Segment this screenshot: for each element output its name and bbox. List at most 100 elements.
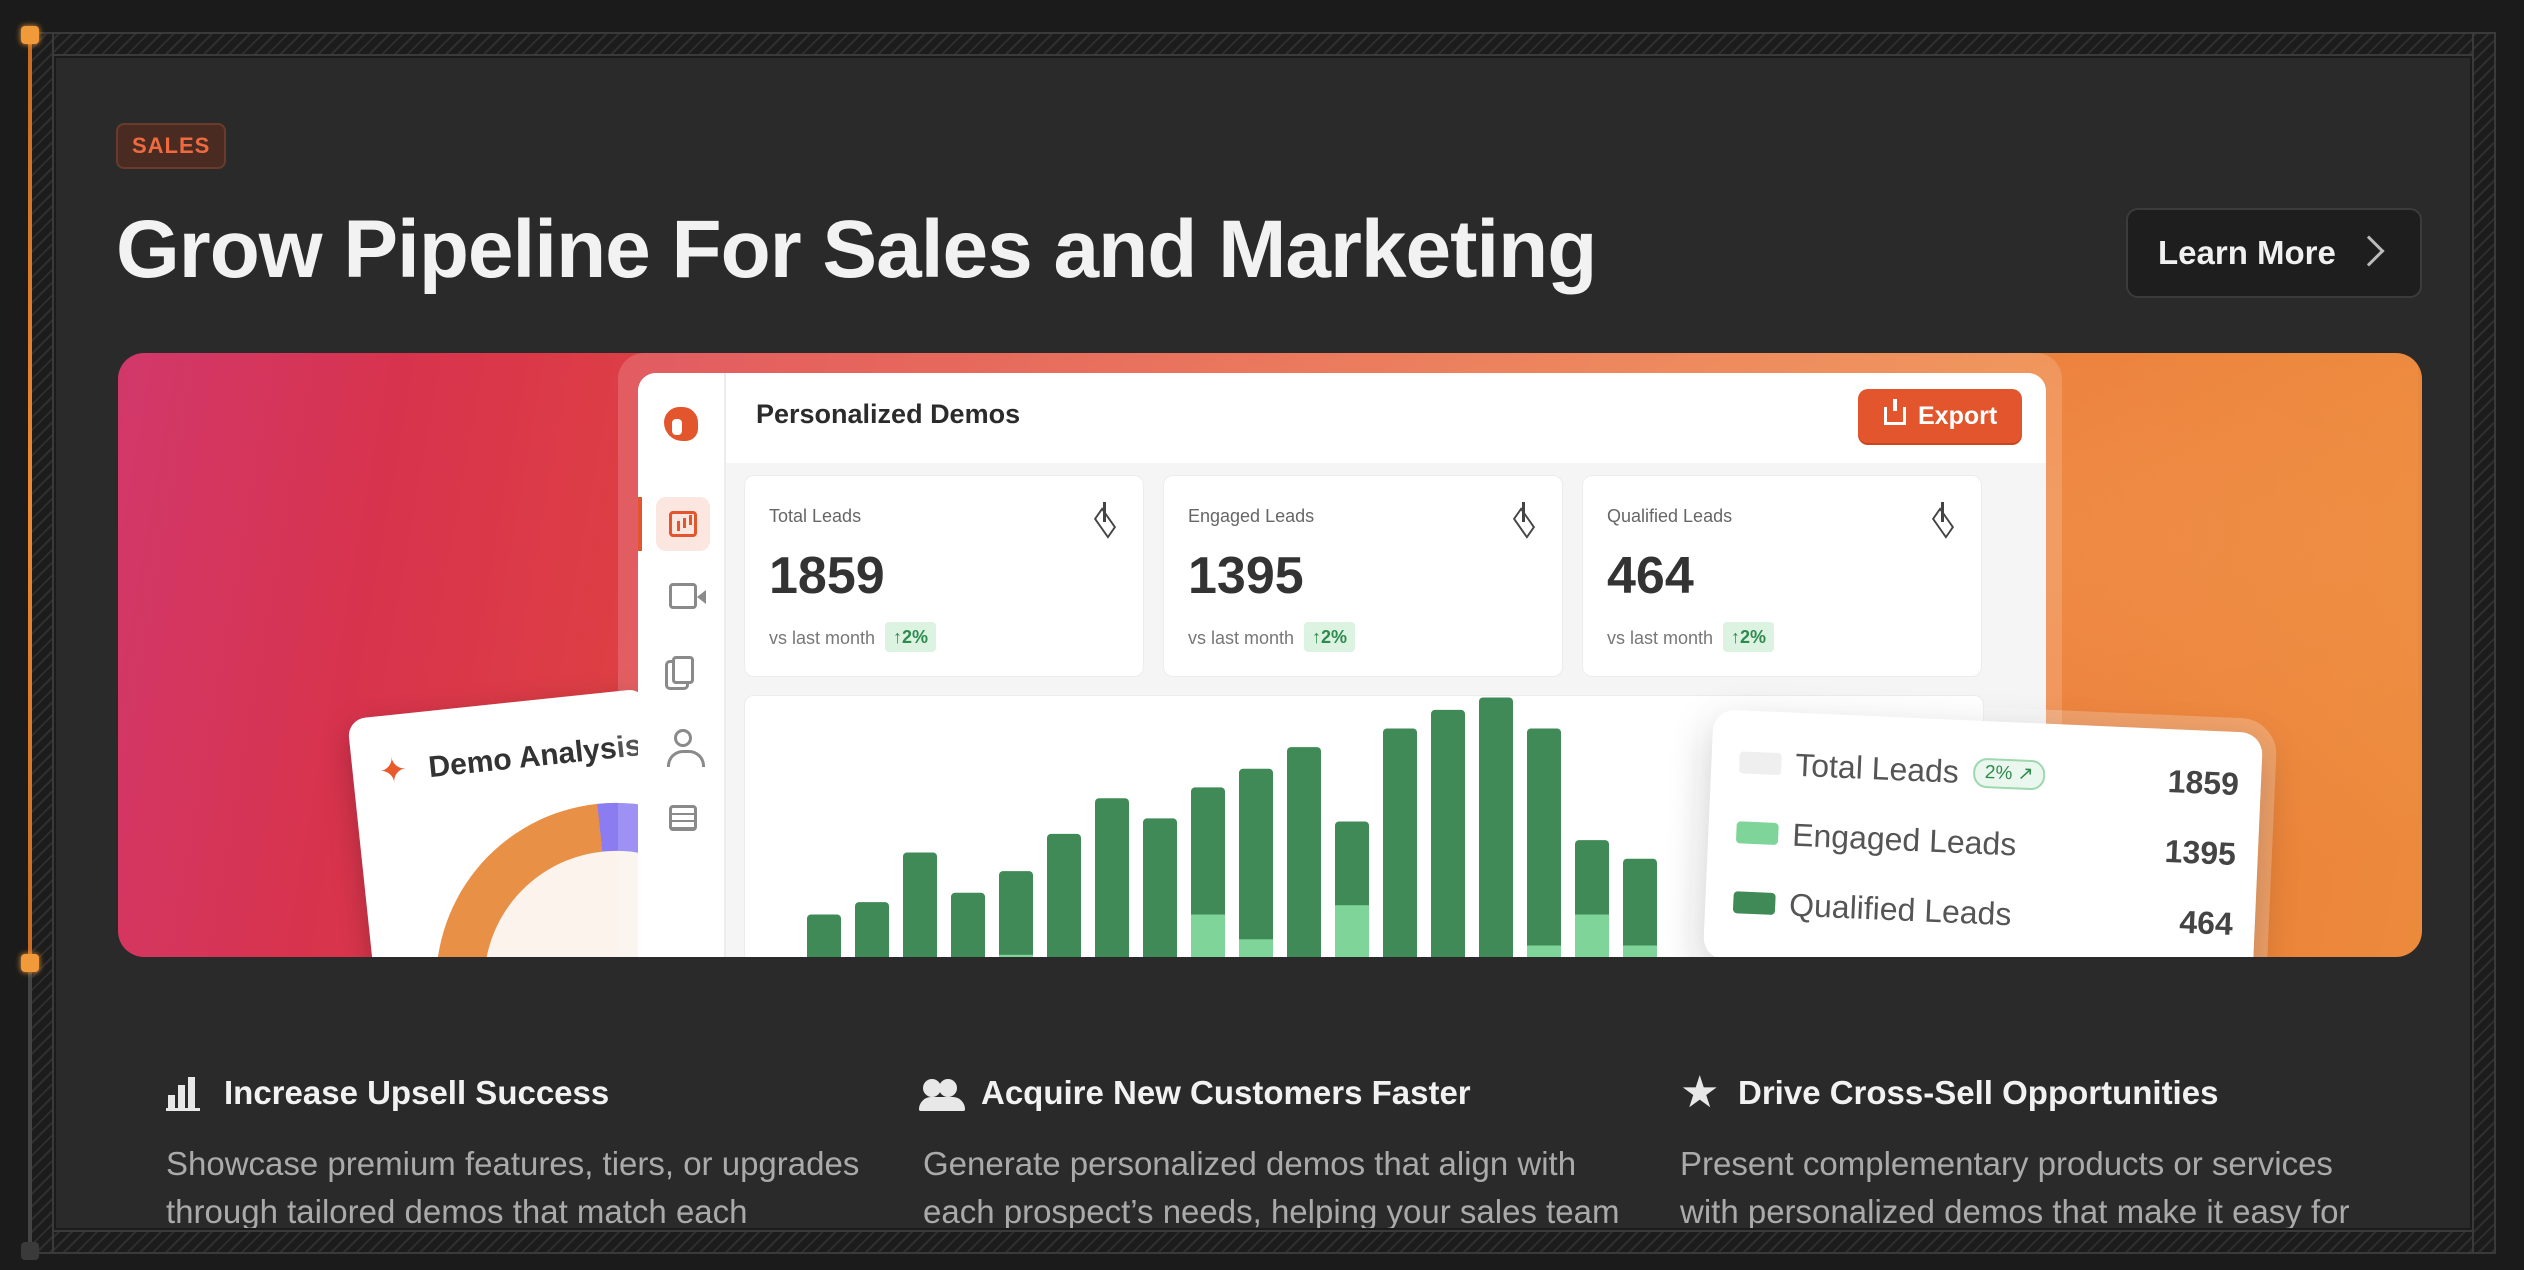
- bar-qualified: [1479, 697, 1513, 957]
- demo-analysis-label: Demo Analysis: [426, 729, 644, 785]
- stat-card-engaged-leads: Engaged Leads 1395 vs last month ↑2%: [1163, 475, 1563, 677]
- stat-compare: vs last month: [1607, 628, 1714, 648]
- bar-engaged: [1191, 914, 1225, 957]
- legend-badge: 2% ↗: [1972, 757, 2047, 791]
- feature-title-text: Drive Cross-Sell Opportunities: [1738, 1074, 2219, 1111]
- legend-value: 1395: [2164, 832, 2237, 872]
- stat-compare: vs last month: [1188, 628, 1295, 648]
- feature-title-text: Increase Upsell Success: [224, 1074, 610, 1111]
- dashboard-title: Personalized Demos: [756, 399, 1021, 429]
- dashboard-sidebar: [638, 373, 726, 957]
- app-logo-icon: [664, 407, 698, 441]
- bar-engaged: [1575, 914, 1609, 957]
- sidebar-item-documents[interactable]: [656, 643, 710, 697]
- golf-flag-icon: [1091, 502, 1119, 530]
- bar-qualified: [1431, 709, 1465, 957]
- leads-legend-card: Total Leads 2% ↗ 1859 Engaged Leads 1395…: [1688, 693, 2278, 957]
- golf-flag-icon: [1510, 502, 1538, 530]
- stat-value: 464: [1607, 547, 1694, 605]
- rail-dot-bottom: [21, 954, 39, 972]
- stat-card-qualified-leads: Qualified Leads 464 vs last month ↑2%: [1582, 475, 1982, 677]
- legend-row-total-leads: Total Leads 2% ↗ 1859: [1738, 740, 2240, 806]
- legend-name: Qualified Leads: [1788, 886, 2013, 932]
- feature-description: Showcase premium features, tiers, or upg…: [166, 1145, 860, 1228]
- feature-title-text: Acquire New Customers Faster: [981, 1074, 1471, 1111]
- bar-engaged: [1527, 945, 1561, 957]
- frame-hatch-right: [2472, 32, 2496, 1254]
- users-icon: [919, 1075, 965, 1111]
- sales-section: SALES Grow Pipeline For Sales and Market…: [56, 58, 2470, 1228]
- video-icon: [669, 583, 706, 609]
- legend-value: 1859: [2167, 762, 2240, 802]
- sidebar-item-table[interactable]: [656, 791, 710, 845]
- feature-description: Present complementary products or servic…: [1680, 1145, 2350, 1228]
- bar-qualified: [1623, 858, 1657, 957]
- feature-title: Increase Upsell Success: [166, 1068, 866, 1118]
- stat-value: 1395: [1188, 547, 1304, 605]
- chevron-right-icon: [2353, 235, 2385, 267]
- sidebar-active-marker: [638, 497, 642, 551]
- frame-hatch-top: [30, 32, 2496, 56]
- documents-icon: [672, 656, 694, 684]
- bar-qualified: [1143, 818, 1177, 957]
- feature-title: ★ Drive Cross-Sell Opportunities: [1680, 1068, 2380, 1118]
- stat-card-total-leads: Total Leads 1859 vs last month ↑2%: [744, 475, 1144, 677]
- bar-chart-icon: [166, 1075, 202, 1111]
- legend-swatch: [1735, 821, 1779, 846]
- stat-label: Total Leads: [769, 506, 862, 526]
- table-icon: [669, 805, 697, 831]
- bar-qualified: [1095, 798, 1129, 957]
- bar-engaged: [1623, 945, 1657, 957]
- learn-more-button[interactable]: Learn More: [2126, 208, 2422, 298]
- bar-qualified: [1047, 833, 1081, 957]
- sidebar-item-users[interactable]: [656, 717, 710, 771]
- legend-name: Engaged Leads: [1791, 816, 2018, 862]
- bar-qualified: [1383, 728, 1417, 957]
- rail-dot-end: [21, 1242, 39, 1260]
- feature-title: Acquire New Customers Faster: [919, 1068, 1623, 1118]
- legend-value: 464: [2178, 903, 2234, 942]
- bar-qualified: [807, 914, 841, 957]
- bar-qualified: [1287, 747, 1321, 957]
- export-button[interactable]: Export: [1858, 389, 2022, 443]
- legend-swatch: [1738, 751, 1782, 776]
- bar-qualified: [1239, 768, 1273, 957]
- golf-flag-icon: [1929, 502, 1957, 530]
- bar-engaged: [999, 954, 1033, 957]
- feature-acquire: Acquire New Customers Faster Generate pe…: [919, 1068, 1623, 1228]
- star-icon: ★: [1680, 1068, 1720, 1117]
- feature-upsell: Increase Upsell Success Showcase premium…: [166, 1068, 866, 1228]
- legend-row-qualified-leads: Qualified Leads 464: [1732, 880, 2234, 946]
- frame-hatch-left: [30, 32, 54, 1254]
- stat-change-badge: ↑2%: [1304, 622, 1356, 652]
- bar-qualified: [1527, 728, 1561, 957]
- bar-qualified: [855, 902, 889, 957]
- bar-qualified: [951, 892, 985, 957]
- hero-illustration: ✦ Demo Analysis Personalized Demos: [118, 353, 2422, 957]
- feature-cross-sell: ★ Drive Cross-Sell Opportunities Present…: [1680, 1068, 2380, 1229]
- stat-label: Qualified Leads: [1607, 506, 1733, 526]
- bar-qualified: [999, 871, 1033, 957]
- legend-name: Total Leads: [1794, 746, 1960, 790]
- user-icon: [667, 729, 705, 767]
- section-tag: SALES: [116, 123, 227, 169]
- progress-rail-active: [28, 36, 32, 966]
- bar-chart: [807, 697, 1657, 957]
- stat-label: Engaged Leads: [1188, 506, 1315, 526]
- export-icon: [1884, 399, 1906, 425]
- feature-description: Generate personalized demos that align w…: [923, 1145, 1620, 1228]
- sidebar-item-analytics[interactable]: [656, 497, 710, 551]
- sidebar-item-video[interactable]: [656, 569, 710, 623]
- bar-engaged: [1335, 905, 1369, 957]
- frame-hatch-bottom: [30, 1230, 2496, 1254]
- stat-change-badge: ↑2%: [885, 622, 937, 652]
- bar-qualified: [903, 852, 937, 957]
- bar-engaged: [1239, 939, 1273, 957]
- learn-more-label: Learn More: [2158, 234, 2336, 271]
- export-label: Export: [1918, 401, 1998, 430]
- stat-compare: vs last month: [769, 628, 876, 648]
- legend-row-engaged-leads: Engaged Leads 1395: [1735, 810, 2237, 876]
- legend-swatch: [1732, 891, 1776, 915]
- sparkle-icon: ✦: [376, 750, 410, 792]
